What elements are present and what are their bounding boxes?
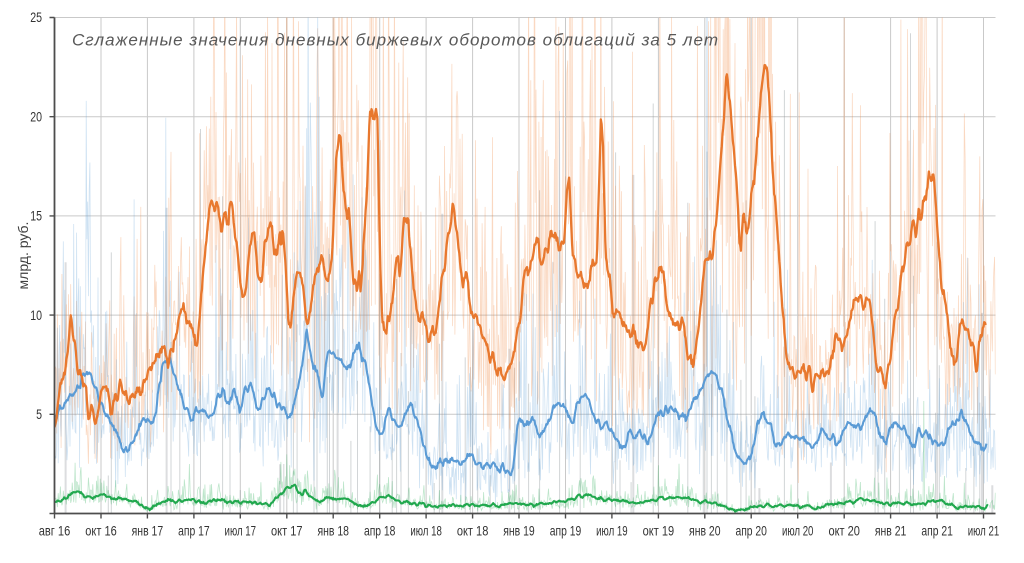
svg-text:5: 5: [36, 407, 42, 422]
svg-text:янв 21: янв 21: [875, 524, 907, 539]
svg-text:окт 17: окт 17: [271, 524, 303, 539]
svg-text:окт 19: окт 19: [643, 524, 675, 539]
svg-text:апр 18: апр 18: [364, 524, 396, 539]
svg-text:июл 18: июл 18: [410, 524, 442, 539]
svg-text:апр 19: апр 19: [550, 524, 582, 539]
svg-text:млрд. руб.: млрд. руб.: [15, 222, 31, 290]
svg-text:окт 16: окт 16: [85, 524, 117, 539]
svg-text:апр 20: апр 20: [735, 524, 767, 539]
svg-text:Сглаженные значения дневных би: Сглаженные значения дневных биржевых обо…: [72, 31, 718, 50]
svg-text:июл 21: июл 21: [968, 524, 1000, 539]
svg-text:25: 25: [30, 10, 42, 25]
svg-text:янв 18: янв 18: [317, 524, 349, 539]
svg-text:15: 15: [30, 209, 42, 224]
svg-text:янв 19: янв 19: [503, 524, 535, 539]
svg-text:апр 17: апр 17: [178, 524, 210, 539]
svg-text:окт 18: окт 18: [457, 524, 489, 539]
svg-text:июл 20: июл 20: [782, 524, 814, 539]
svg-text:окт 20: окт 20: [828, 524, 860, 539]
svg-text:апр 21: апр 21: [921, 524, 953, 539]
svg-text:янв 17: янв 17: [132, 524, 164, 539]
svg-text:20: 20: [30, 109, 42, 124]
svg-text:июл 19: июл 19: [596, 524, 628, 539]
svg-text:авг 16: авг 16: [39, 524, 71, 539]
svg-text:10: 10: [30, 308, 42, 323]
svg-text:янв 20: янв 20: [689, 524, 721, 539]
svg-text:июл 17: июл 17: [225, 524, 257, 539]
